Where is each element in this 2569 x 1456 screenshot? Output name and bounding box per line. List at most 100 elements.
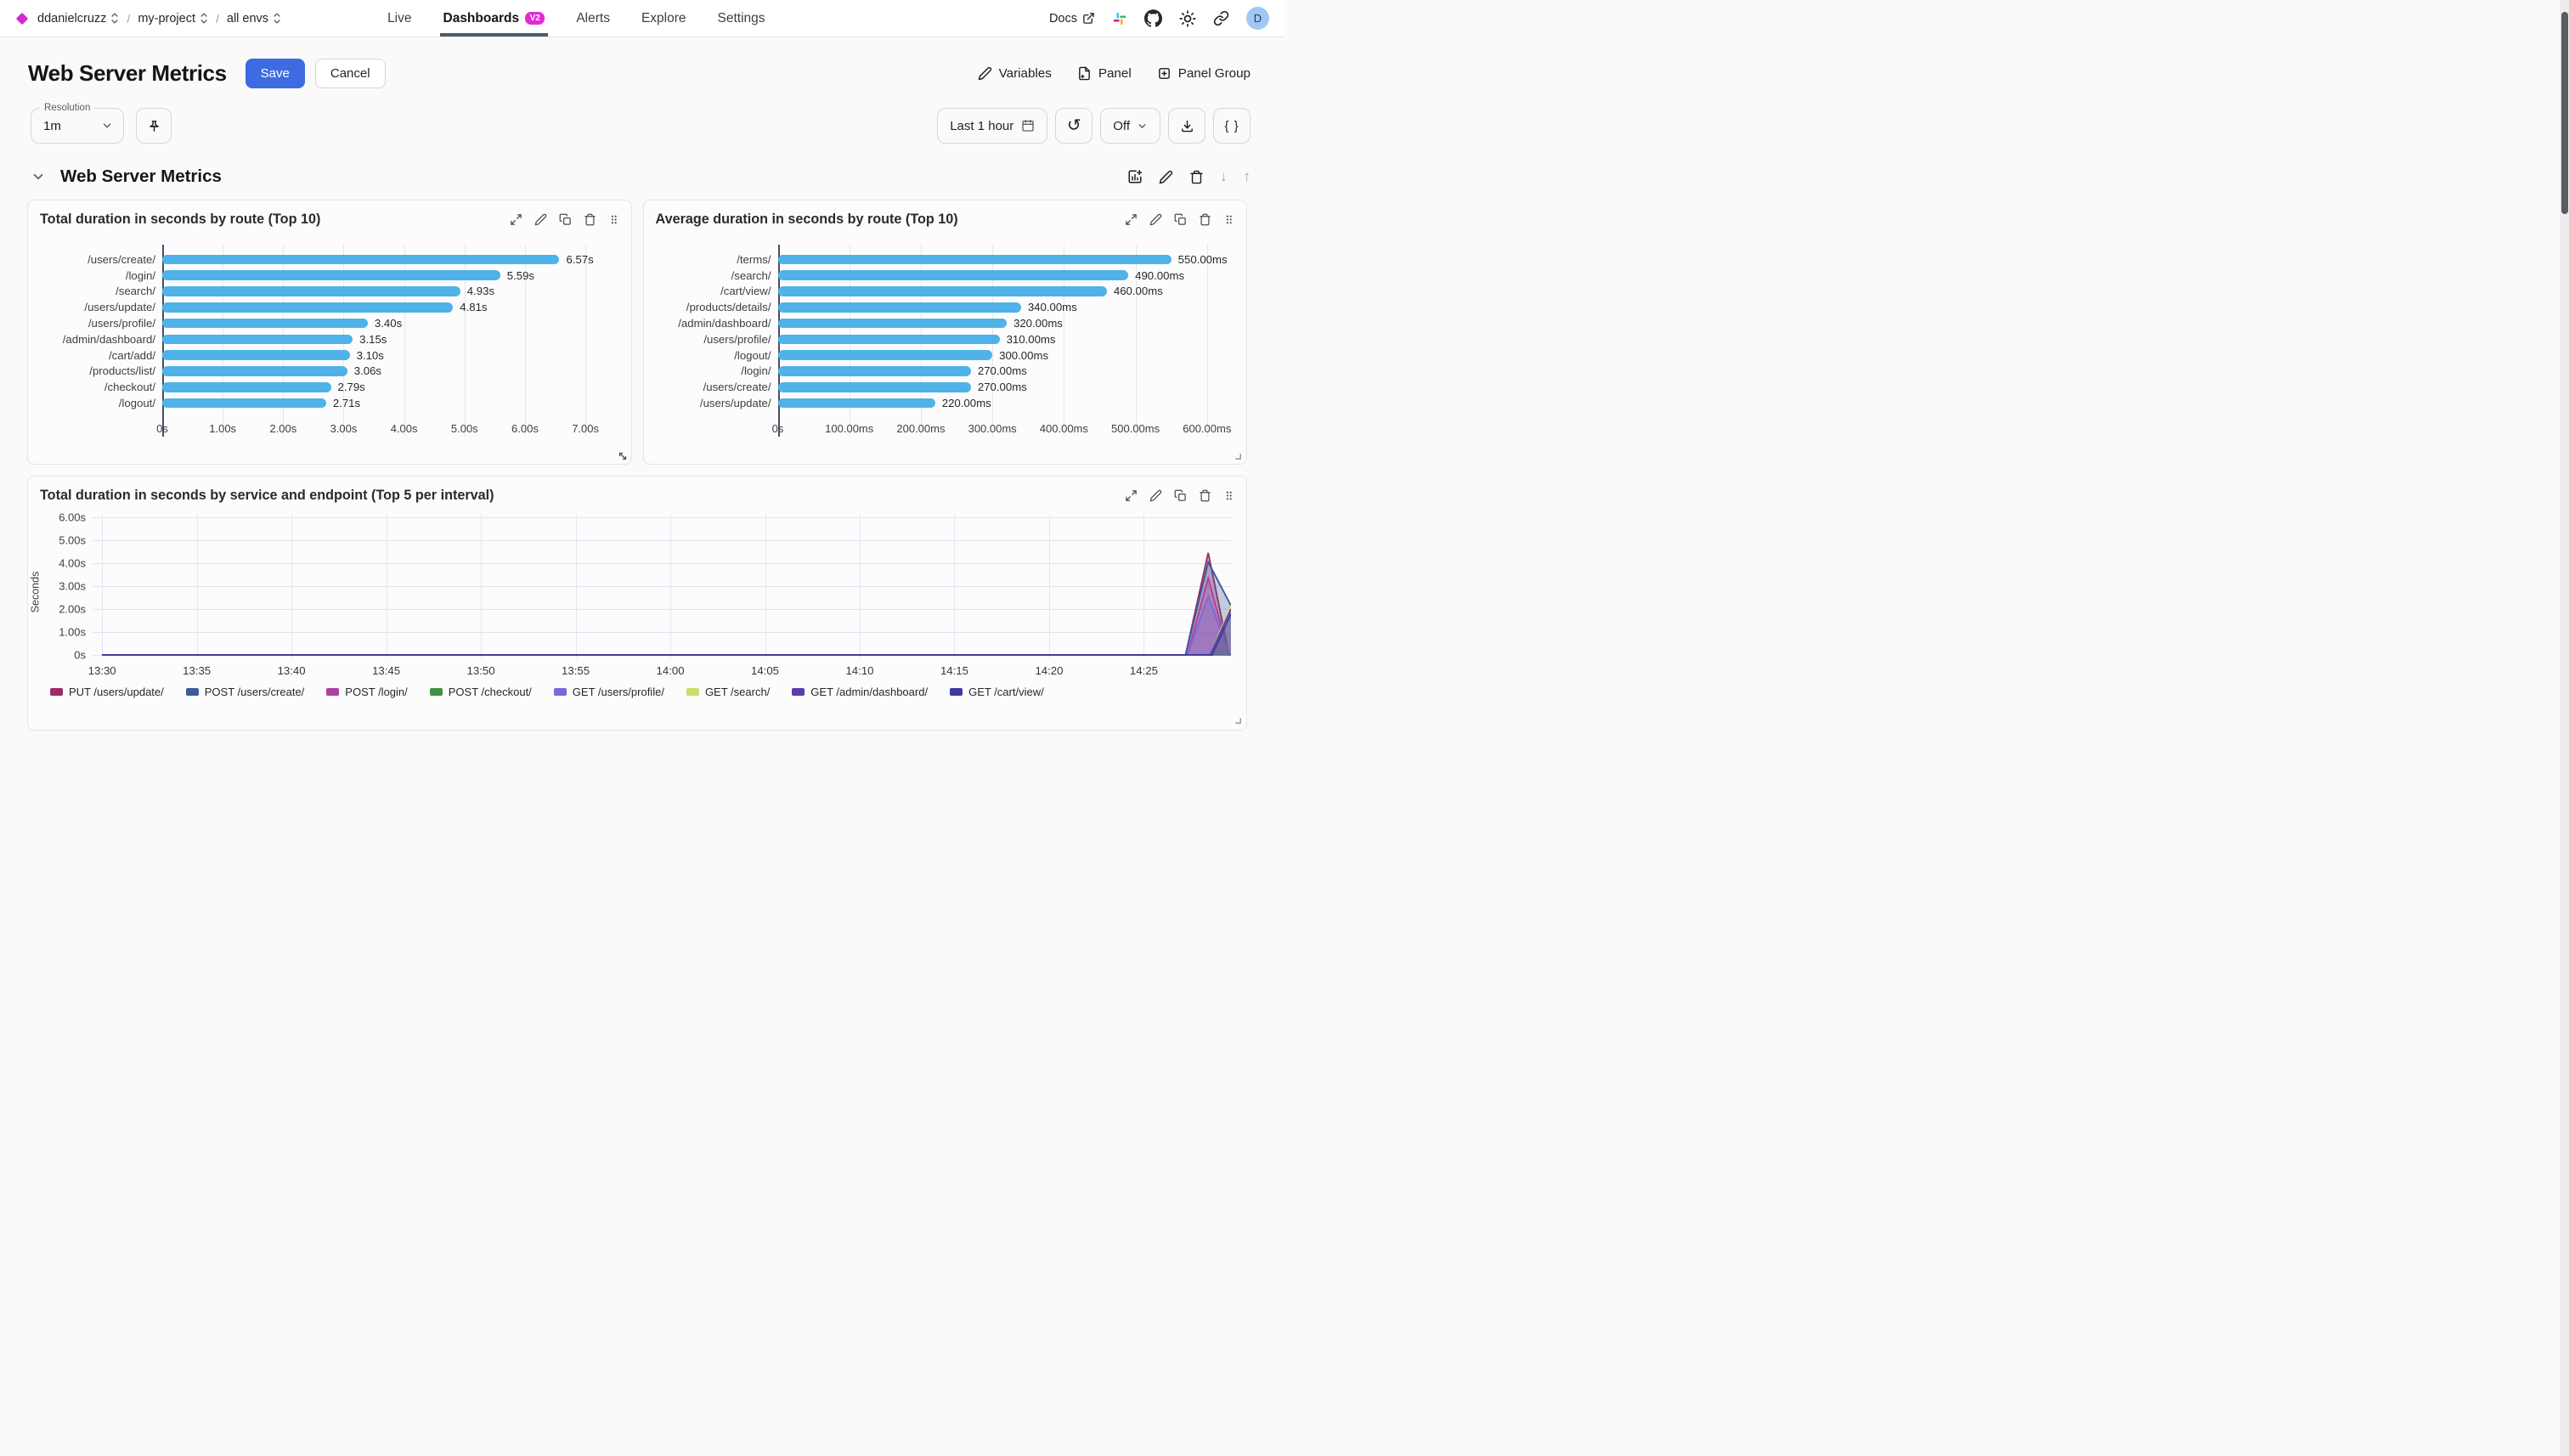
variables-button[interactable]: Variables	[978, 66, 1052, 81]
duplicate-panel-button[interactable]	[559, 213, 572, 226]
x-axis-tick-label: 14:15	[940, 664, 968, 677]
add-panel-button[interactable]: Panel	[1077, 66, 1132, 81]
trash-icon	[1200, 213, 1211, 226]
add-chart-button[interactable]	[1127, 169, 1143, 184]
collapse-chevron-icon[interactable]	[31, 169, 46, 184]
edit-panel-button[interactable]	[1149, 489, 1162, 502]
bar[interactable]	[162, 286, 460, 296]
brand-logo-icon[interactable]	[15, 12, 29, 25]
time-range-button[interactable]: Last 1 hour	[937, 108, 1048, 144]
download-button[interactable]	[1168, 108, 1205, 144]
chart-legend: PUT /users/update/POST /users/create/POS…	[28, 677, 1246, 698]
legend-item[interactable]: GET /users/profile/	[553, 686, 664, 698]
breadcrumb-env[interactable]: all envs	[227, 12, 281, 25]
bar-row: 2.71s	[162, 395, 623, 411]
bar-row: 340.00ms	[777, 299, 1239, 315]
bar[interactable]	[777, 318, 1007, 329]
bar-category-label: /products/list/	[89, 364, 155, 378]
bar[interactable]	[777, 366, 971, 376]
add-panel-group-button[interactable]: Panel Group	[1157, 66, 1251, 81]
bar[interactable]	[777, 286, 1107, 296]
expand-panel-button[interactable]	[510, 213, 522, 226]
bar[interactable]	[162, 318, 368, 329]
bar-value-label: 4.81s	[460, 301, 488, 314]
bar[interactable]	[162, 398, 326, 409]
legend-item[interactable]: GET /cart/view/	[950, 686, 1044, 698]
legend-swatch-icon	[792, 688, 805, 696]
tab-settings[interactable]: Settings	[718, 0, 765, 37]
slack-icon[interactable]	[1112, 11, 1127, 26]
edit-panel-button[interactable]	[534, 213, 547, 226]
pin-button[interactable]	[136, 108, 172, 144]
move-section-down-button[interactable]: ↓	[1220, 168, 1228, 184]
expand-panel-button[interactable]	[1125, 213, 1138, 226]
bar[interactable]	[777, 398, 935, 409]
theme-toggle-sun-icon[interactable]	[1179, 9, 1196, 27]
delete-panel-button[interactable]	[584, 213, 596, 226]
legend-item[interactable]: GET /search/	[686, 686, 770, 698]
drag-panel-handle[interactable]	[608, 213, 619, 226]
y-axis-tick-label: 4.00s	[59, 556, 86, 570]
legend-item[interactable]: POST /users/create/	[185, 686, 304, 698]
bar-chart-average-duration: /terms/ /search/ /cart/view/ /products/deta…	[644, 228, 1247, 437]
cancel-button[interactable]: Cancel	[314, 59, 386, 88]
tab-explore[interactable]: Explore	[641, 0, 686, 37]
bar[interactable]	[162, 302, 454, 313]
legend-item[interactable]: GET /admin/dashboard/	[792, 686, 928, 698]
bar[interactable]	[777, 334, 1000, 345]
bar[interactable]	[162, 254, 560, 265]
bar[interactable]	[162, 366, 347, 376]
docs-link[interactable]: Docs	[1049, 12, 1095, 25]
timeseries-chart: Seconds 0s 1.00s 2.00s 3.00s 4.00s 5.00s 6.00s…	[28, 504, 1246, 677]
x-axis-tick-label: 4.00s	[390, 422, 418, 435]
tab-live[interactable]: Live	[387, 0, 411, 37]
legend-item[interactable]: POST /login/	[326, 686, 408, 698]
breadcrumb-org[interactable]: ddanielcruzz	[37, 12, 119, 25]
edit-panel-button[interactable]	[1149, 213, 1162, 226]
bar[interactable]	[162, 350, 350, 360]
x-axis-tick-label: 600.00ms	[1183, 422, 1232, 435]
delete-section-button[interactable]	[1189, 170, 1204, 184]
bar-value-label: 340.00ms	[1027, 301, 1077, 314]
avatar[interactable]: D	[1246, 7, 1269, 30]
breadcrumb-project[interactable]: my-project	[138, 12, 208, 25]
bar[interactable]	[777, 302, 1021, 313]
resize-handle-icon[interactable]	[1233, 715, 1244, 726]
drag-panel-handle[interactable]	[1223, 213, 1234, 226]
tab-label: Dashboards	[443, 10, 520, 25]
share-link-icon[interactable]	[1213, 10, 1229, 26]
legend-item[interactable]: POST /checkout/	[429, 686, 532, 698]
bar[interactable]	[777, 270, 1129, 280]
refresh-button[interactable]: ↺	[1055, 108, 1093, 144]
move-section-up-button[interactable]: ↑	[1243, 168, 1251, 184]
tab-alerts[interactable]: Alerts	[576, 0, 610, 37]
expand-panel-button[interactable]	[1125, 489, 1138, 502]
github-icon[interactable]	[1144, 9, 1162, 27]
delete-panel-button[interactable]	[1199, 213, 1211, 226]
drag-panel-handle[interactable]	[1223, 489, 1234, 502]
bar[interactable]	[777, 254, 1172, 265]
duplicate-panel-button[interactable]	[1174, 489, 1187, 502]
save-button[interactable]: Save	[245, 59, 305, 88]
bar-category-label: /cart/add/	[109, 348, 155, 362]
breadcrumb-separator: /	[216, 11, 219, 25]
auto-refresh-select[interactable]: Off	[1100, 108, 1160, 144]
bar-value-label: 5.59s	[506, 268, 535, 282]
bar[interactable]	[162, 382, 331, 392]
resize-handle-icon[interactable]	[617, 450, 629, 462]
duplicate-panel-button[interactable]	[1174, 213, 1187, 226]
bar[interactable]	[162, 334, 353, 345]
delete-panel-button[interactable]	[1199, 489, 1211, 502]
bar[interactable]	[777, 382, 971, 392]
tab-dashboards[interactable]: Dashboards V2	[439, 0, 549, 37]
bar[interactable]	[777, 350, 993, 360]
scrollbar-thumb[interactable]	[2561, 12, 2568, 214]
bar[interactable]	[162, 270, 500, 280]
page-scrollbar[interactable]	[2560, 0, 2569, 1456]
edit-section-button[interactable]	[1159, 170, 1173, 184]
legend-item[interactable]: PUT /users/update/	[50, 686, 164, 698]
json-button[interactable]: { }	[1213, 108, 1251, 144]
x-axis-tick-label: 13:55	[562, 664, 590, 677]
resolution-select[interactable]: Resolution 1m	[31, 103, 124, 144]
resize-handle-icon[interactable]	[1233, 451, 1244, 462]
